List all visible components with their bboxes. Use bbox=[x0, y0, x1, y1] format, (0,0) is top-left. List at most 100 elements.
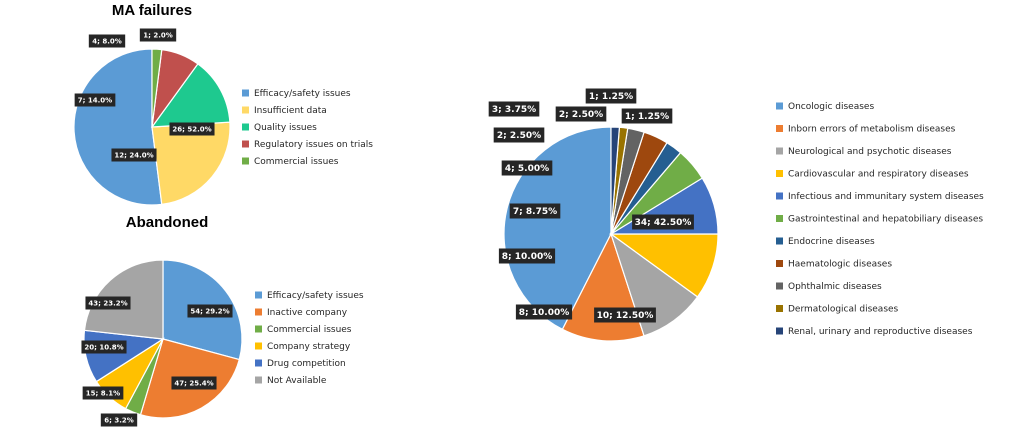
legend-swatch bbox=[255, 325, 262, 333]
data-label-text: 8; 10.00% bbox=[519, 308, 569, 318]
pie-slice-efficacy-safety-issues bbox=[73, 48, 163, 206]
data-label-oncologic-diseases: 34; 42.50% bbox=[632, 214, 694, 230]
data-label-quality-issues: 7; 14.0% bbox=[74, 93, 116, 107]
legend-item-renal-urinary-and-reproductive-diseases: Renal, urinary and reproductive diseases bbox=[776, 327, 973, 337]
legend-swatch bbox=[255, 359, 262, 367]
legend-item-regulatory-issues-on-trials: Regulatory issues on trials bbox=[242, 140, 373, 150]
chart-title-ma-failures: MA failures bbox=[112, 2, 192, 19]
legend-2: Efficacy/safety issues Inactive company Co… bbox=[255, 291, 364, 386]
legend-swatch bbox=[776, 147, 783, 155]
pie-chart-3: 34; 42.50% 10; 12.50% 8; 10.00% 8; 10.00% 7;… bbox=[488, 88, 719, 342]
legend-swatch bbox=[776, 260, 783, 267]
data-label-text: 4; 8.0% bbox=[92, 38, 122, 46]
data-label-dermatological-diseases: 1; 1.25% bbox=[585, 88, 637, 104]
legend-label: Neurological and psychotic diseases bbox=[788, 147, 952, 157]
legend-swatch bbox=[776, 170, 783, 177]
legend-label: Cardiovascular and respiratory diseases bbox=[788, 170, 969, 180]
data-label-efficacy-safety-issues: 54; 29.2% bbox=[187, 304, 233, 318]
legend-label: Oncologic diseases bbox=[788, 102, 874, 112]
legend-item-neurological-and-psychotic-diseases: Neurological and psychotic diseases bbox=[776, 147, 952, 157]
legend-label: Infectious and immunitary system disease… bbox=[788, 192, 984, 202]
data-label-infectious-and-immunitary-system-diseases: 7; 8.75% bbox=[509, 203, 561, 219]
legend-swatch bbox=[776, 125, 783, 132]
data-label-text: 2; 2.50% bbox=[559, 110, 603, 120]
data-label-not-available: 43; 23.2% bbox=[85, 296, 131, 310]
data-label-ophthalmic-diseases: 2; 2.50% bbox=[555, 106, 607, 122]
legend-swatch bbox=[776, 237, 783, 245]
legend-item-inactive-company: Inactive company bbox=[255, 308, 348, 318]
legend-swatch bbox=[776, 327, 783, 335]
legend-label: Efficacy/safety issues bbox=[254, 89, 351, 99]
legend-label: Ophthalmic diseases bbox=[788, 282, 882, 292]
legend-label: Not Available bbox=[267, 376, 327, 386]
legend-label: Commercial issues bbox=[267, 325, 352, 335]
legend-label: Efficacy/safety issues bbox=[267, 291, 364, 301]
data-label-text: 43; 23.2% bbox=[88, 300, 127, 308]
legend-3: Oncologic diseases Inborn errors of metab… bbox=[776, 102, 984, 337]
data-label-text: 7; 8.75% bbox=[513, 207, 557, 217]
data-label-inactive-company: 47; 25.4% bbox=[171, 376, 217, 390]
legend-label: Gastrointestinal and hepatobiliary disea… bbox=[788, 215, 983, 225]
legend-item-company-strategy: Company strategy bbox=[255, 342, 351, 352]
legend-swatch bbox=[242, 140, 249, 148]
data-label-renal-urinary-and-reproductive-diseases: 1; 1.25% bbox=[621, 108, 673, 124]
data-label-inborn-errors-of-metabolism-diseases: 10; 12.50% bbox=[594, 307, 656, 323]
legend-item-oncologic-diseases: Oncologic diseases bbox=[776, 102, 874, 112]
legend-item-commercial-issues: Commercial issues bbox=[242, 157, 339, 167]
legend-label: Endocrine diseases bbox=[788, 237, 875, 247]
data-label-gastrointestinal-and-hepatobiliary-diseases: 4; 5.00% bbox=[501, 160, 553, 176]
pie-chart-1: 26; 52.0% 12; 24.0% 7; 14.0% 4; 8.0% 1; 2.0% bbox=[73, 28, 231, 206]
pie-chart-2: 54; 29.2% 47; 25.4% 6; 3.2% 15; 8.1% 20; 10.… bbox=[81, 259, 243, 427]
data-label-text: 20; 10.8% bbox=[84, 344, 123, 352]
data-label-haematologic-diseases: 3; 3.75% bbox=[488, 101, 540, 117]
legend-label: Insufficient data bbox=[254, 106, 327, 116]
legend-item-haematologic-diseases: Haematologic diseases bbox=[776, 260, 892, 270]
legend-item-dermatological-diseases: Dermatological diseases bbox=[776, 305, 899, 315]
legend-item-gastrointestinal-and-hepatobiliary-diseases: Gastrointestinal and hepatobiliary disea… bbox=[776, 215, 983, 225]
legend-swatch bbox=[776, 282, 783, 290]
legend-swatch bbox=[776, 192, 783, 200]
legend-label: Quality issues bbox=[254, 123, 317, 133]
data-label-text: 3; 3.75% bbox=[492, 105, 536, 115]
data-label-text: 26; 52.0% bbox=[172, 126, 211, 134]
legend-1: Efficacy/safety issues Insufficient data Q… bbox=[242, 89, 373, 167]
data-label-text: 15; 8.1% bbox=[86, 390, 120, 398]
data-label-text: 2; 2.50% bbox=[497, 131, 541, 141]
legend-label: Haematologic diseases bbox=[788, 260, 892, 270]
legend-swatch bbox=[776, 305, 783, 312]
data-label-text: 10; 12.50% bbox=[597, 311, 654, 321]
legend-label: Company strategy bbox=[267, 342, 351, 352]
data-label-commercial-issues: 6; 3.2% bbox=[100, 413, 138, 427]
data-label-text: 1; 2.0% bbox=[143, 32, 173, 40]
legend-swatch bbox=[242, 123, 249, 131]
legend-item-efficacy-safety-issues: Efficacy/safety issues bbox=[255, 291, 364, 301]
legend-label: Dermatological diseases bbox=[788, 305, 899, 315]
legend-item-endocrine-diseases: Endocrine diseases bbox=[776, 237, 875, 247]
legend-swatch bbox=[255, 376, 262, 384]
legend-swatch bbox=[776, 102, 783, 110]
data-label-endocrine-diseases: 2; 2.50% bbox=[493, 127, 545, 143]
data-label-text: 6; 3.2% bbox=[104, 417, 134, 425]
legend-swatch bbox=[255, 342, 262, 350]
pie-slice-insufficient-data bbox=[151, 121, 231, 206]
data-label-text: 47; 25.4% bbox=[174, 380, 213, 388]
data-label-regulatory-issues-on-trials: 4; 8.0% bbox=[88, 34, 126, 48]
legend-swatch bbox=[242, 157, 249, 165]
legend-swatch bbox=[255, 291, 262, 299]
data-label-efficacy-safety-issues: 26; 52.0% bbox=[169, 122, 215, 136]
data-label-text: 8; 10.00% bbox=[502, 252, 552, 262]
legend-label: Regulatory issues on trials bbox=[254, 140, 373, 150]
data-label-text: 7; 14.0% bbox=[78, 97, 112, 105]
legend-label: Inactive company bbox=[267, 308, 348, 318]
legend-label: Commercial issues bbox=[254, 157, 339, 167]
legend-label: Inborn errors of metabolism diseases bbox=[788, 125, 956, 135]
data-label-text: 4; 5.00% bbox=[505, 164, 549, 174]
legend-item-commercial-issues: Commercial issues bbox=[255, 325, 352, 335]
legend-swatch bbox=[776, 215, 783, 222]
data-label-insufficient-data: 12; 24.0% bbox=[111, 148, 157, 162]
pie-slice-commercial-issues bbox=[151, 48, 163, 128]
legend-swatch bbox=[255, 308, 262, 316]
data-label-text: 34; 42.50% bbox=[635, 218, 692, 228]
data-label-text: 1; 1.25% bbox=[625, 112, 669, 122]
